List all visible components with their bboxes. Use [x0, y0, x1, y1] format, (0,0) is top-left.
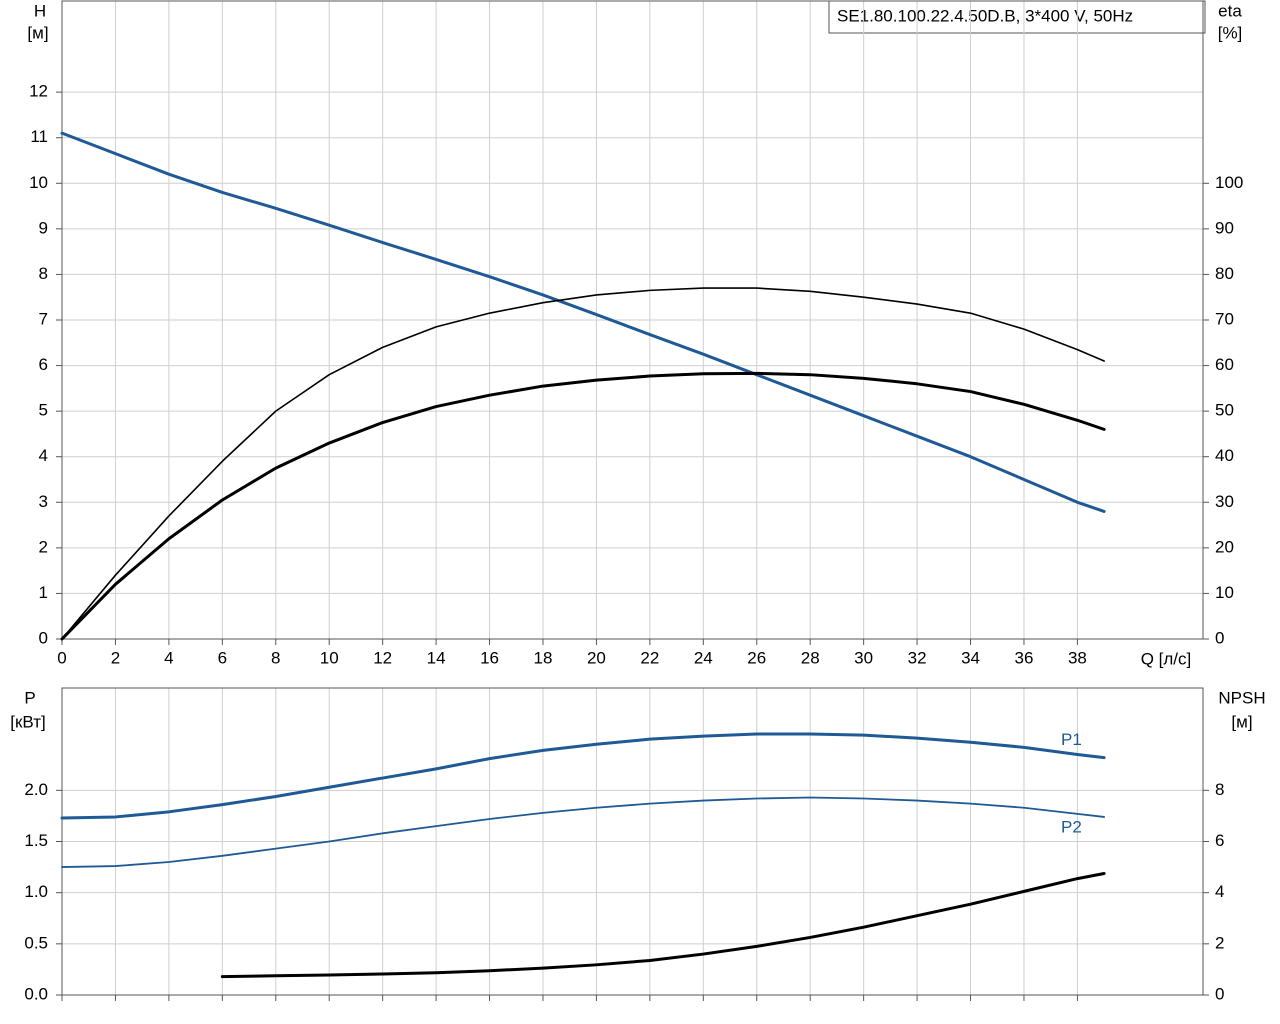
series-line	[61, 796, 1106, 868]
y2-tick-label: 30	[1215, 492, 1234, 511]
x-tick-label: 26	[747, 648, 766, 667]
y2-tick-label: 0	[1215, 628, 1224, 647]
x-tick-label: 34	[961, 648, 980, 667]
y-tick-label: 2.0	[24, 780, 48, 799]
y2-tick-label: 10	[1215, 583, 1234, 602]
series-line	[60, 131, 1106, 513]
y2-tick-label: 40	[1215, 446, 1234, 465]
y2-axis-unit: [м]	[1231, 712, 1252, 731]
x-tick-label: 30	[854, 648, 873, 667]
series-line	[61, 287, 1105, 640]
series-line	[220, 871, 1106, 979]
y2-axis-label: NPSH	[1218, 688, 1265, 707]
x-tick-label: 10	[320, 648, 339, 667]
y-axis-label: H	[34, 1, 46, 20]
chart-title: SE1.80.100.22.4.50D.B, 3*400 V, 50Hz	[837, 6, 1133, 25]
y-tick-label: 7	[39, 309, 48, 328]
y2-axis-unit: [%]	[1218, 23, 1243, 42]
series-line	[60, 732, 1106, 820]
x-tick-label: 14	[427, 648, 446, 667]
y-tick-label: 8	[39, 264, 48, 283]
y-tick-label: 10	[29, 173, 48, 192]
y-tick-label: 0.5	[24, 933, 48, 952]
y-tick-label: 1.5	[24, 831, 48, 850]
x-axis-label: Q [л/с]	[1141, 649, 1192, 668]
y-tick-label: 9	[39, 218, 48, 237]
y-tick-label: 1.0	[24, 882, 48, 901]
y2-tick-label: 4	[1215, 882, 1224, 901]
y2-tick-label: 2	[1215, 933, 1224, 952]
y2-tick-label: 0	[1215, 984, 1224, 1003]
y-tick-label: 12	[29, 82, 48, 101]
y-tick-label: 4	[39, 446, 48, 465]
y-axis-label: P	[24, 688, 35, 707]
x-tick-label: 8	[271, 648, 280, 667]
y2-axis-label: eta	[1218, 1, 1242, 20]
y2-tick-label: 60	[1215, 355, 1234, 374]
x-tick-label: 16	[480, 648, 499, 667]
x-tick-label: 38	[1068, 648, 1087, 667]
y2-tick-label: 50	[1215, 401, 1234, 420]
y-tick-label: 1	[39, 583, 48, 602]
y-tick-label: 2	[39, 537, 48, 556]
x-tick-label: 36	[1015, 648, 1034, 667]
x-tick-label: 0	[57, 648, 66, 667]
y-tick-label: 11	[30, 127, 48, 146]
series-label: P1	[1061, 730, 1082, 749]
y2-tick-label: 70	[1215, 309, 1234, 328]
x-tick-label: 4	[164, 648, 173, 667]
title-box	[828, 0, 1206, 34]
x-tick-label: 28	[801, 648, 820, 667]
x-tick-label: 22	[640, 648, 659, 667]
x-tick-label: 24	[694, 648, 713, 667]
y2-tick-label: 80	[1215, 264, 1234, 283]
series-line	[60, 371, 1106, 641]
x-tick-label: 12	[373, 648, 392, 667]
y-axis-unit: [м]	[27, 23, 48, 42]
x-tick-label: 32	[908, 648, 927, 667]
y-tick-label: 0	[39, 628, 48, 647]
y-axis-unit: [кВт]	[10, 712, 45, 731]
y-tick-label: 6	[39, 355, 48, 374]
x-tick-label: 18	[534, 648, 553, 667]
y-tick-label: 0.0	[24, 984, 48, 1003]
y-tick-label: 3	[39, 492, 48, 511]
y-tick-label: 5	[39, 401, 48, 420]
y2-tick-label: 90	[1215, 218, 1234, 237]
x-tick-label: 20	[587, 648, 606, 667]
y2-tick-label: 8	[1215, 780, 1224, 799]
y2-tick-label: 6	[1215, 831, 1224, 850]
y2-tick-label: 100	[1215, 173, 1243, 192]
plot-frame	[61, 687, 1204, 996]
x-tick-label: 2	[111, 648, 120, 667]
x-tick-label: 6	[218, 648, 227, 667]
series-label: P2	[1061, 817, 1082, 836]
y2-tick-label: 20	[1215, 537, 1234, 556]
plot-frame	[61, 0, 1204, 640]
